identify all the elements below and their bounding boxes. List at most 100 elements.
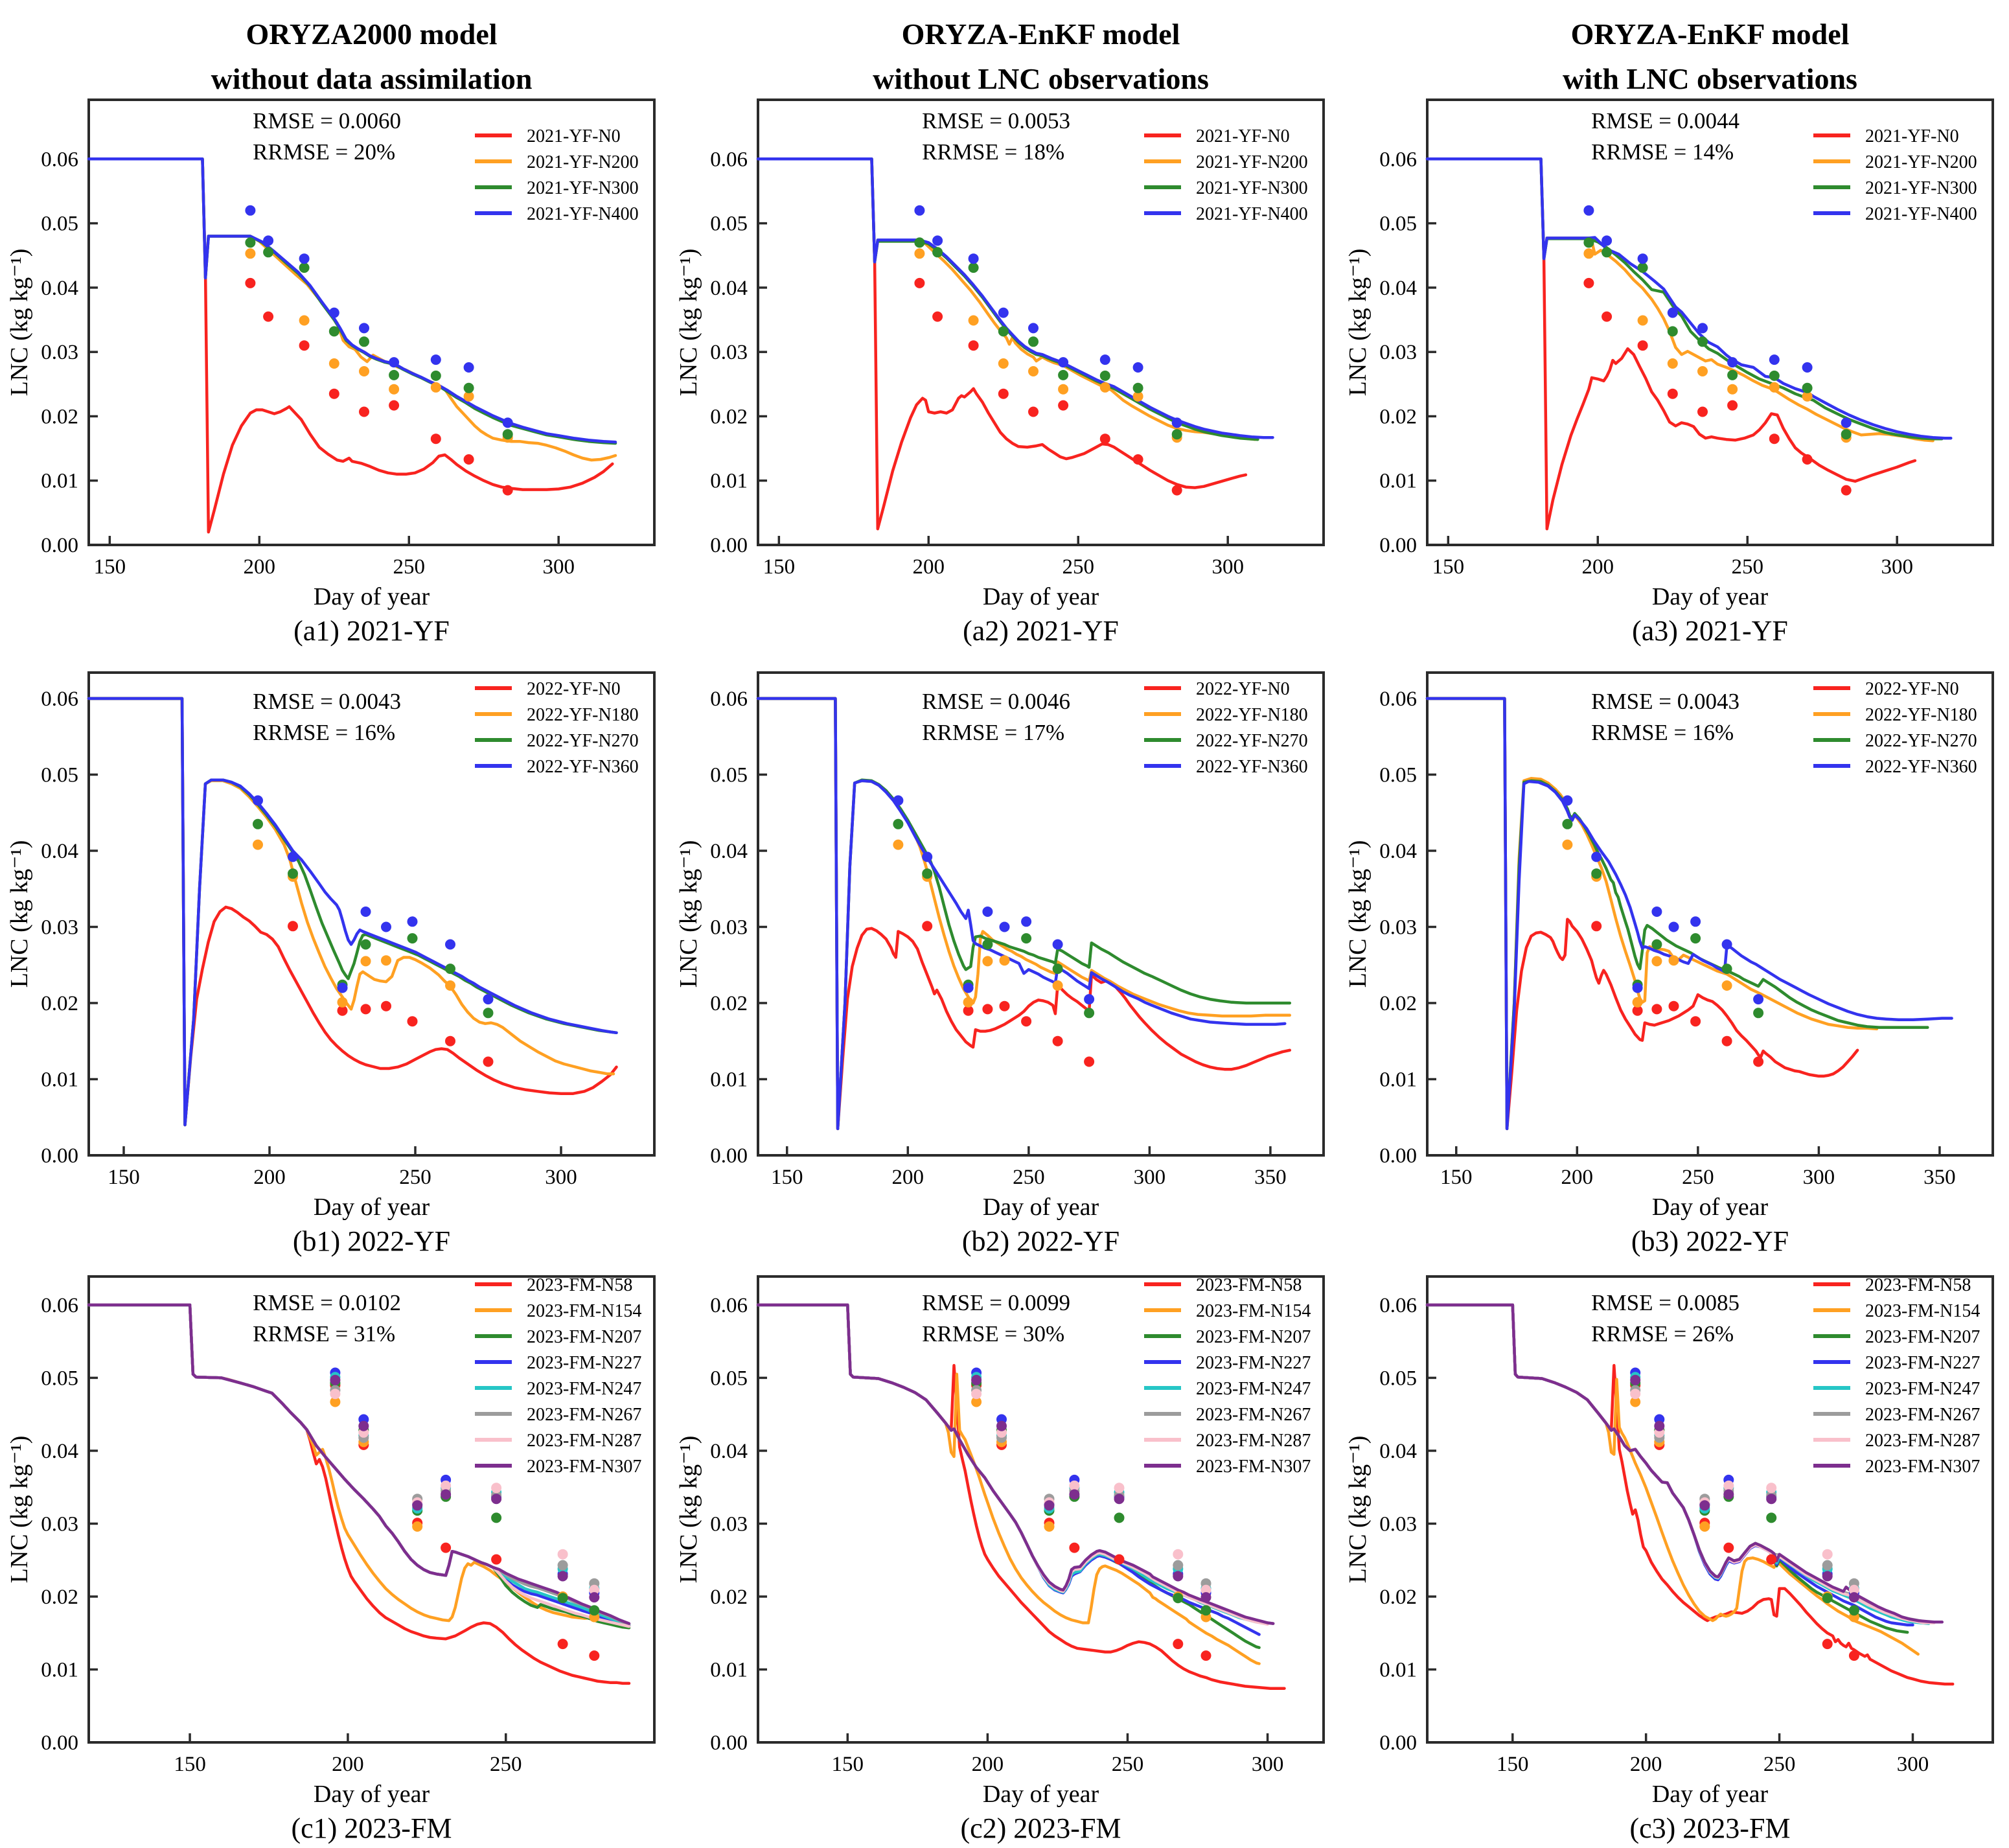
subplot-caption-a2: (a2) 2021-YF xyxy=(963,615,1119,647)
y-tick-label: 0.01 xyxy=(710,1658,748,1681)
series-2023-FM-N267 xyxy=(1425,1303,1941,1624)
legend-label: 2021-YF-N300 xyxy=(1865,178,1977,198)
obs-N400-dot xyxy=(389,357,400,368)
obs-N300-dot xyxy=(1058,369,1069,380)
obs-N0-dot xyxy=(1052,1035,1063,1046)
obs-N207-dot xyxy=(1173,1593,1184,1604)
legend: 2022-YF-N0 2022-YF-N180 2022-YF-N270 2022-Y… xyxy=(1144,679,1308,777)
y-tick-label: 0.05 xyxy=(1379,763,1417,787)
obs-N200-dot xyxy=(1802,391,1813,402)
obs-N58-dot xyxy=(1200,1650,1211,1661)
obs-N0-dot xyxy=(1021,1016,1032,1027)
observations xyxy=(253,795,494,1067)
obs-N0-dot xyxy=(1721,1035,1732,1046)
series-2023-FM-N227 xyxy=(756,1303,1261,1636)
y-tick-label: 0.06 xyxy=(41,687,78,711)
x-tick-label: 300 xyxy=(1897,1753,1929,1776)
obs-N0-dot xyxy=(1697,406,1708,417)
obs-N360-dot xyxy=(253,795,263,806)
obs-N58-dot xyxy=(491,1554,502,1565)
y-tick-label: 0.00 xyxy=(41,534,78,557)
obs-N0-dot xyxy=(1668,1000,1679,1011)
obs-N154-dot xyxy=(1699,1521,1710,1532)
obs-N360-dot xyxy=(1084,994,1095,1005)
obs-N400-dot xyxy=(998,307,1009,318)
stats-text: RMSE = 0.0043 xyxy=(1591,689,1739,714)
subplot-a3: ORYZA-EnKF model with LNC observations 1… xyxy=(1338,0,2008,651)
y-tick-label: 0.05 xyxy=(41,213,78,236)
obs-N360-dot xyxy=(1721,939,1732,950)
obs-N360-dot xyxy=(1052,939,1063,950)
legend-label: 2022-YF-N0 xyxy=(1865,679,1959,699)
obs-N300-dot xyxy=(968,262,979,273)
obs-N154-dot xyxy=(971,1396,982,1407)
obs-N300-dot xyxy=(1132,382,1143,393)
series-2021-YF-N0 xyxy=(87,157,614,534)
obs-N180-dot xyxy=(999,955,1010,966)
x-axis-label: Day of year xyxy=(983,1781,1099,1808)
x-axis-label: Day of year xyxy=(983,1194,1099,1221)
legend-label: 2023-FM-N267 xyxy=(527,1405,641,1425)
y-axis-label: LNC (kg kg⁻¹) xyxy=(1344,840,1372,988)
observations xyxy=(914,205,1182,496)
plot-border xyxy=(757,671,1325,1157)
obs-N360-dot xyxy=(1591,851,1602,862)
y-tick-label: 0.04 xyxy=(41,1440,78,1463)
subplot-caption-c1: (c1) 2023-FM xyxy=(291,1812,452,1844)
obs-N400-dot xyxy=(245,205,256,216)
plot-border xyxy=(757,98,1325,546)
y-tick-label: 0.04 xyxy=(41,840,78,863)
x-tick-label: 350 xyxy=(1923,1166,1956,1189)
series-2022-YF-N360 xyxy=(756,697,1287,1131)
obs-N287-dot xyxy=(491,1483,502,1494)
obs-N0-dot xyxy=(245,277,256,288)
obs-N300-dot xyxy=(263,247,274,258)
series-2021-YF-N400 xyxy=(756,157,1274,439)
legend-label: 2023-FM-N247 xyxy=(1196,1379,1311,1399)
stats-text: RRMSE = 20% xyxy=(253,139,395,165)
obs-N360-dot xyxy=(1562,795,1573,806)
y-tick-label: 0.02 xyxy=(1379,405,1417,428)
legend-label: 2023-FM-N154 xyxy=(1196,1301,1311,1321)
y-axis-label: LNC (kg kg⁻¹) xyxy=(6,1436,33,1584)
obs-N200-dot xyxy=(1727,384,1738,395)
axes: 150 200 250 300 350 0.00 0.01 0.02 0.03 0.04 0.05 0… xyxy=(710,687,1286,1189)
x-tick-label: 150 xyxy=(108,1166,140,1189)
obs-N400-dot xyxy=(1132,362,1143,373)
obs-N270-dot xyxy=(360,939,371,950)
legend-label: 2021-YF-N400 xyxy=(1196,204,1308,224)
plot-border xyxy=(1426,1275,1994,1744)
legend-label: 2022-YF-N270 xyxy=(527,731,639,751)
obs-N400-dot xyxy=(263,235,274,246)
y-tick-label: 0.04 xyxy=(710,840,748,863)
obs-N0-dot xyxy=(359,406,369,417)
y-tick-label: 0.04 xyxy=(710,277,748,300)
obs-N307-dot xyxy=(1630,1374,1641,1385)
observations xyxy=(245,205,513,496)
y-tick-label: 0.02 xyxy=(1379,992,1417,1015)
obs-N270-dot xyxy=(1021,933,1032,944)
obs-N360-dot xyxy=(893,795,904,806)
subplot-c1: 150 200 250 0.00 0.01 0.02 0.03 0.04 0.05 0.06 Day… xyxy=(0,1261,669,1848)
obs-N400-dot xyxy=(463,362,474,373)
x-tick-label: 250 xyxy=(1763,1753,1796,1776)
obs-N0-dot xyxy=(1132,454,1143,465)
legend-label: 2022-YF-N360 xyxy=(527,757,639,777)
legend: 2023-FM-N58 2023-FM-N154 2023-FM-N207 2023-… xyxy=(1813,1275,1980,1477)
series-2023-FM-N307 xyxy=(756,1303,1275,1625)
obs-N0-dot xyxy=(1637,340,1648,351)
obs-N300-dot xyxy=(463,382,474,393)
obs-N307-dot xyxy=(1044,1500,1055,1511)
obs-N200-dot xyxy=(1058,384,1069,395)
obs-N307-dot xyxy=(1766,1494,1777,1505)
obs-N200-dot xyxy=(1637,315,1648,326)
y-tick-label: 0.00 xyxy=(1379,1144,1417,1168)
series-2021-YF-N0 xyxy=(1425,157,1917,531)
y-tick-label: 0.03 xyxy=(41,341,78,364)
obs-N307-dot xyxy=(996,1420,1007,1431)
obs-N300-dot xyxy=(914,237,925,248)
obs-N154-dot xyxy=(330,1396,341,1407)
obs-N400-dot xyxy=(359,323,369,334)
subplot-a1: ORYZA2000 model without data assimilatio… xyxy=(0,0,669,651)
y-tick-label: 0.03 xyxy=(41,916,78,939)
